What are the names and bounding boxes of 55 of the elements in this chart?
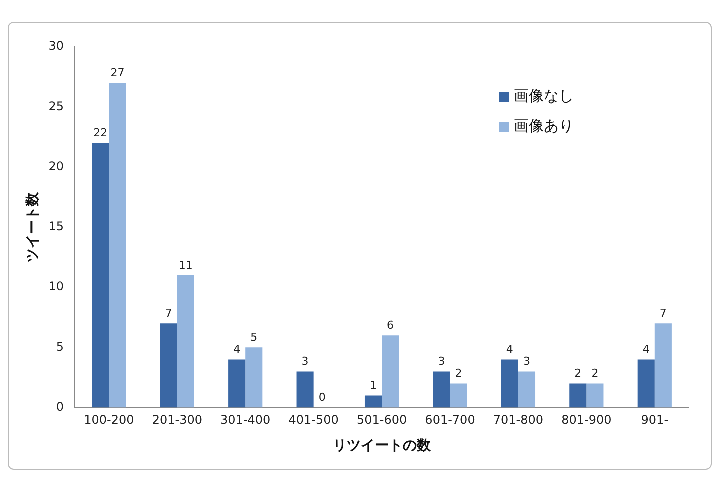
- data-label: 6: [387, 319, 394, 332]
- bar: [382, 336, 400, 408]
- x-tick-label: 401-500: [288, 413, 339, 428]
- data-label: 5: [250, 331, 258, 344]
- x-tick-label: 701-800: [493, 413, 544, 428]
- y-axis-title: ツイート数: [25, 191, 42, 262]
- x-tick-label: 901-: [641, 413, 669, 428]
- x-tick-label: 301-400: [220, 413, 271, 428]
- x-tick-label: 801-900: [562, 413, 612, 428]
- data-label: 2: [455, 367, 462, 380]
- data-label: 22: [94, 126, 108, 140]
- bar: [433, 372, 450, 408]
- bar: [654, 324, 672, 408]
- x-tick-label: 201-300: [152, 413, 202, 428]
- bar: [586, 384, 604, 408]
- legend-label: 画像あり: [514, 116, 574, 135]
- data-label: 4: [506, 343, 514, 356]
- data-label: 4: [642, 343, 650, 356]
- bar: [450, 384, 468, 408]
- x-tick-label: 100-200: [84, 413, 134, 428]
- bar: [228, 360, 246, 408]
- bar: [92, 143, 110, 408]
- x-tick-label: 501-600: [356, 413, 408, 428]
- data-label: 2: [574, 367, 582, 380]
- data-label: 0: [318, 391, 326, 404]
- bar: [177, 276, 194, 408]
- data-label: 27: [110, 66, 125, 80]
- bar: [638, 360, 655, 408]
- y-tick-label: 20: [48, 159, 64, 174]
- y-tick-label: 0: [56, 400, 64, 414]
- bar: [109, 83, 126, 408]
- data-label: 1: [370, 379, 378, 392]
- bar: [364, 396, 382, 408]
- y-tick-label: 25: [48, 99, 64, 114]
- y-tick-label: 30: [48, 39, 64, 54]
- y-tick-label: 5: [56, 340, 64, 354]
- data-label: 7: [660, 306, 667, 320]
- data-label: 4: [234, 343, 241, 356]
- bar: [296, 372, 314, 408]
- bar: [246, 348, 263, 408]
- bar: [518, 372, 536, 408]
- data-label: 11: [178, 258, 193, 272]
- x-tick-label: 601-700: [425, 413, 476, 428]
- bar: [501, 360, 518, 408]
- data-label: 7: [165, 306, 172, 320]
- y-tick-label: 10: [48, 280, 64, 294]
- bar: [570, 384, 587, 408]
- legend-label: 画像なし: [514, 86, 574, 105]
- data-label: 3: [302, 355, 309, 368]
- x-axis-title: リツイートの数: [333, 438, 432, 454]
- data-label: 3: [523, 355, 530, 368]
- data-label: 2: [592, 367, 599, 380]
- bar: [160, 324, 178, 408]
- data-label: 3: [438, 355, 446, 368]
- y-tick-label: 15: [48, 220, 64, 234]
